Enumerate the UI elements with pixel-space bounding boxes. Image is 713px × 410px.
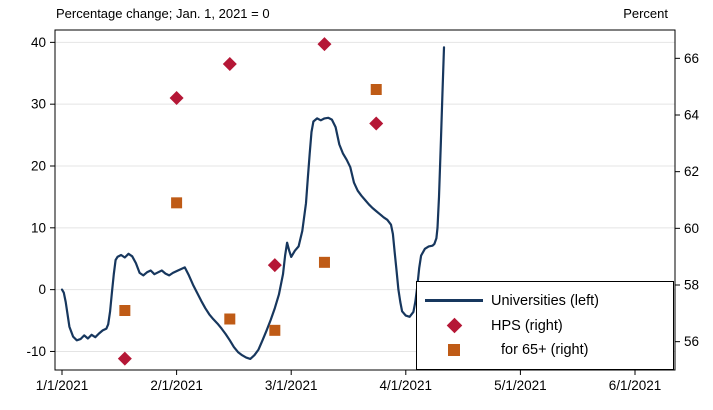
legend-label-universities: Universities (left) [491,292,599,309]
legend-label-65plus: for 65+ (right) [501,342,589,359]
y-left-tick-label: 20 [31,159,46,174]
legend-item-65plus: for 65+ (right) [417,342,673,358]
senior-square-marker [269,324,281,336]
hps-diamond-marker [222,57,237,71]
y-left-tick-label: 10 [31,220,46,235]
square-icon [417,344,491,357]
x-tick-label: 3/1/2021 [265,378,318,393]
hps-diamond-marker [369,116,384,131]
x-tick-label: 6/1/2021 [609,378,662,393]
x-tick-label: 5/1/2021 [494,378,547,393]
universities-line [60,46,446,360]
senior-square-marker [171,197,183,209]
senior-square-marker [224,313,236,325]
hps-diamond-marker [317,37,332,52]
plot-border [54,29,676,371]
line-swatch [417,299,491,303]
y-right-tick-label: 62 [684,164,699,179]
y-right-tick-label: 58 [684,278,699,293]
x-tick-label: 4/1/2021 [380,378,433,393]
senior-square-marker [119,305,131,316]
legend-label-hps: HPS (right) [491,317,563,334]
hps-diamond-marker [169,91,184,105]
right-axis-title: Percent [623,6,668,21]
x-tick-label: 2/1/2021 [150,378,203,393]
y-left-tick-label: -10 [26,344,46,359]
hps-diamond-marker [267,258,282,273]
y-left-tick-label: 0 [38,282,46,297]
y-left-tick-label: 40 [31,35,46,50]
senior-square-marker [370,84,382,95]
diamond-icon [417,317,491,334]
y-right-tick-label: 66 [684,51,699,66]
hps-diamond-marker [117,351,132,366]
legend-item-hps: HPS (right) [417,318,673,334]
senior-square-marker [318,256,330,268]
y-left-tick-label: 30 [31,97,46,112]
y-right-tick-label: 56 [684,334,699,349]
legend: Universities (left) HPS (right) for 65+ … [416,281,674,370]
left-axis-title: Percentage change; Jan. 1, 2021 = 0 [56,6,270,21]
y-right-tick-label: 60 [684,221,699,236]
legend-item-universities: Universities (left) [417,293,673,309]
x-tick-label: 1/1/2021 [36,378,89,393]
y-right-tick-label: 64 [684,108,700,123]
